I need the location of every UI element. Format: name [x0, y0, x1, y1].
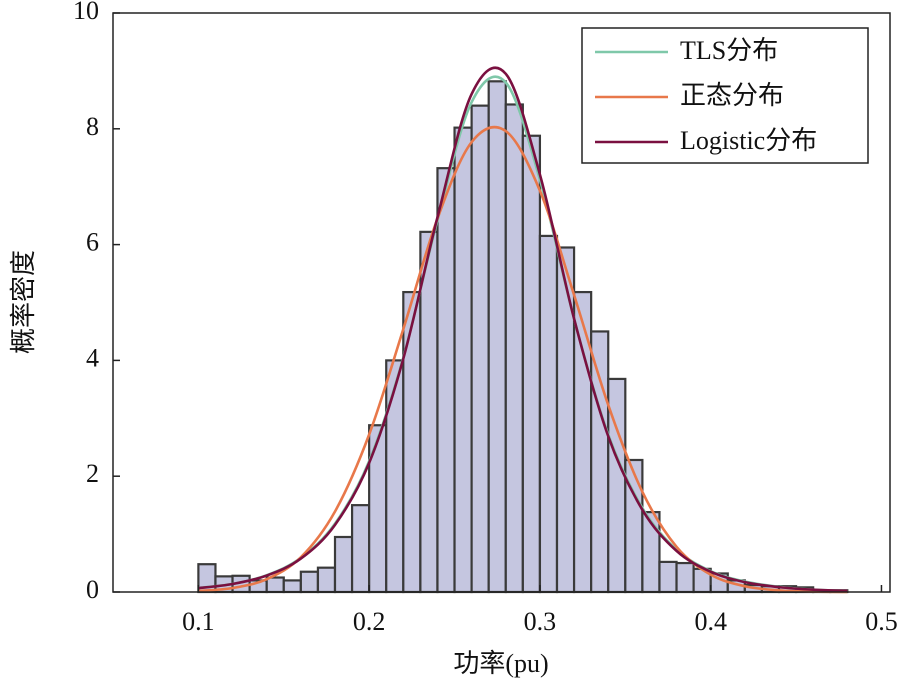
histogram-bar	[555, 246, 576, 594]
x-tick-label: 0.2	[353, 607, 386, 636]
histogram-bar	[521, 134, 542, 594]
legend-label: TLS分布	[680, 36, 778, 65]
histogram-bar	[368, 424, 388, 594]
plot-frame	[112, 12, 891, 593]
x-tick-label: 0.3	[524, 607, 557, 636]
x-tick-label: 0.5	[865, 607, 898, 636]
histogram-bar	[265, 576, 285, 594]
histogram-bar	[538, 234, 559, 594]
x-tick-label: 0.4	[694, 607, 727, 636]
histogram-bar	[658, 560, 678, 594]
histogram-bar	[350, 504, 371, 594]
histogram-bar	[402, 290, 422, 594]
histogram-bar	[675, 561, 695, 594]
legend-label: 正态分布	[680, 81, 784, 110]
histogram-bar	[453, 126, 473, 594]
histogram-bar	[487, 80, 507, 594]
x-tick-label: 0.1	[182, 607, 215, 636]
legend-label: Logistic分布	[680, 126, 817, 155]
histogram-bar	[590, 330, 610, 594]
y-tick-label: 10	[73, 0, 99, 25]
histogram-bar	[470, 104, 490, 594]
curve-line	[198, 66, 848, 593]
histogram-bar	[316, 566, 337, 594]
y-axis-label: 概率密度	[9, 250, 38, 354]
curve-line	[198, 125, 848, 594]
histogram-bar	[299, 570, 320, 594]
y-tick-label: 0	[86, 575, 99, 604]
y-tick-label: 2	[86, 459, 99, 488]
histogram-bar	[282, 579, 302, 594]
histogram-bar	[419, 230, 439, 594]
legend-box	[581, 27, 869, 164]
y-tick-label: 8	[86, 112, 99, 141]
histogram-bar	[333, 535, 354, 594]
y-tick-label: 6	[86, 228, 99, 257]
histogram-bar	[504, 103, 524, 594]
x-axis-label: 功率(pu)	[453, 649, 548, 678]
histogram-bar	[572, 290, 593, 594]
histogram-bar	[436, 167, 456, 594]
y-tick-label: 4	[86, 343, 99, 372]
histogram-bar	[385, 359, 405, 594]
